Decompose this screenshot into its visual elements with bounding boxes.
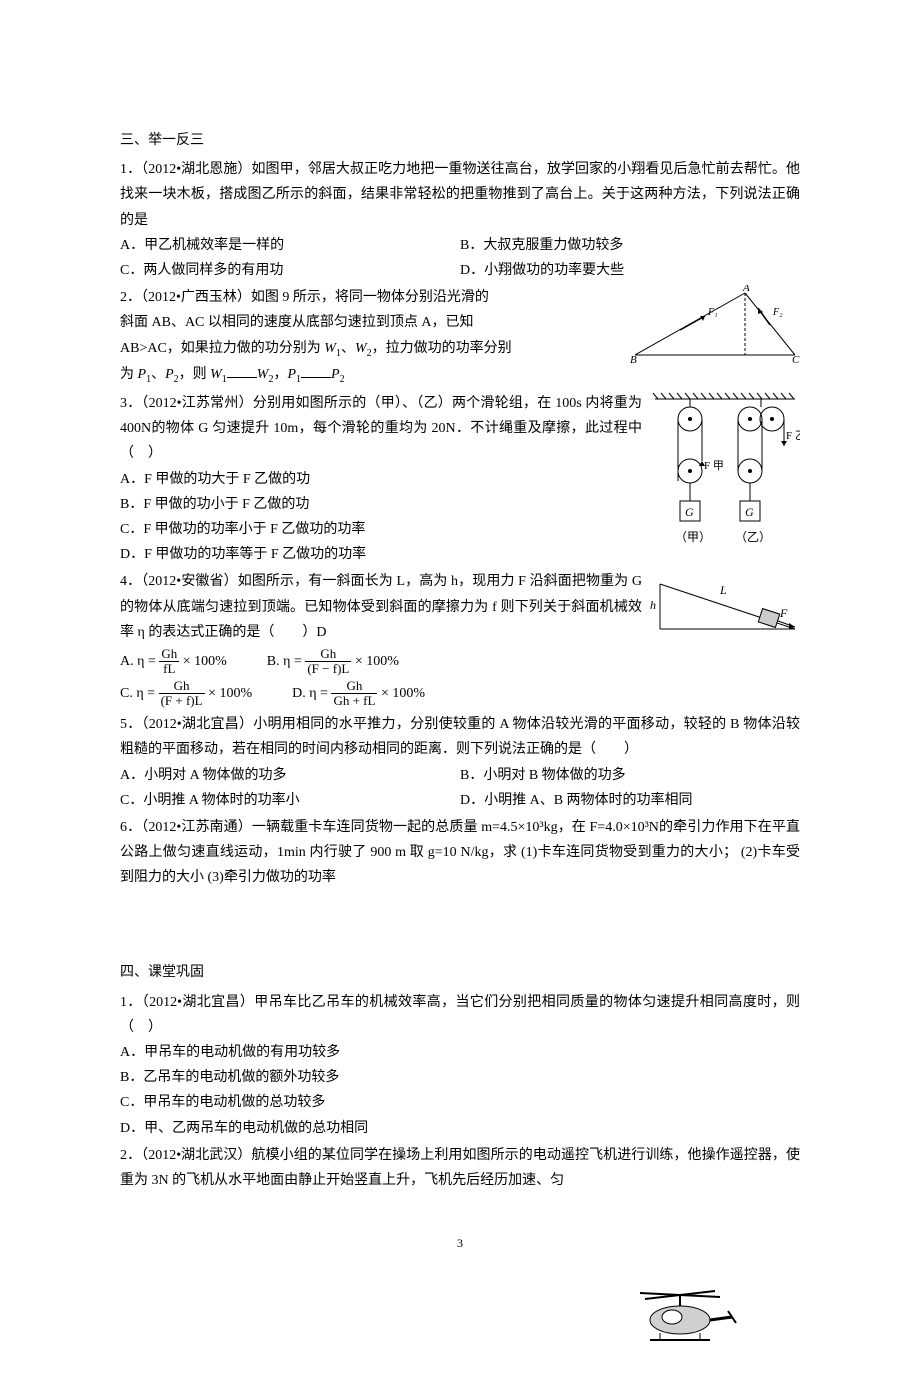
- svg-text:F 乙: F 乙: [786, 429, 800, 442]
- q3-1-options: A．甲乙机械效率是一样的 B．大叔克服重力做功较多 C．两人做同样多的有用功 D…: [120, 233, 800, 283]
- q4-1-stem: 1．（2012•湖北宜昌）甲吊车比乙吊车的机械效率高，当它们分别把相同质量的物体…: [120, 990, 800, 1040]
- q3-2-line2: 斜面 AB、AC 以相同的速度从底部匀速拉到顶点 A，已知: [120, 310, 622, 335]
- q3-2-p2b: P: [331, 367, 340, 382]
- q3-4-stem: 4．（2012•安徽省）如图所示，有一斜面长为 L，高为 h，现用力 F 沿斜面…: [120, 569, 642, 645]
- q3-5-optD: D．小明推 A、B 两物体时的功率相同: [460, 788, 800, 813]
- formula-B: B. η = Gh(F − f)L × 100%: [267, 647, 399, 677]
- q3-1-stem: 1．（2012•湖北恩施）如图甲，邻居大叔正吃力地把一重物送往高台，放学回家的小…: [120, 157, 800, 233]
- q3-3-options: A．F 甲做的功大于 F 乙做的功 B．F 甲做的功小于 F 乙做的功 C．F …: [120, 467, 642, 568]
- q3-2-p1: P: [138, 367, 147, 382]
- q3-2-p1b: P: [287, 367, 296, 382]
- q4-1-optA: A．甲吊车的电动机做的有用功较多: [120, 1040, 800, 1065]
- svg-text:（甲）: （甲）: [675, 530, 711, 544]
- q3-2-p2bs: 2: [340, 374, 345, 385]
- q3-2-l4c: ，: [273, 367, 287, 382]
- page-number: 3: [120, 1233, 800, 1255]
- blank-2: [301, 363, 331, 378]
- q3-1: 1．（2012•湖北恩施）如图甲，邻居大叔正吃力地把一重物送往高台，放学回家的小…: [120, 157, 800, 283]
- svg-text:F 甲: F 甲: [704, 460, 724, 472]
- q3-5-optA: A．小明对 A 物体做的功多: [120, 763, 460, 788]
- section-3-header: 三、举一反三: [120, 128, 800, 153]
- triangle-figure: A B C F₁ F₂: [630, 285, 800, 365]
- q3-5-stem: 5．（2012•湖北宜昌）小明用相同的水平推力，分别使较重的 A 物体沿较光滑的…: [120, 712, 800, 762]
- q4-2: 2．（2012•湖北武汉）航模小组的某位同学在操场上利用如图所示的电动遥控飞机进…: [120, 1143, 800, 1193]
- q3-3-optB: B．F 甲做的功小于 F 乙做的功: [120, 492, 642, 517]
- q4-1: 1．（2012•湖北宜昌）甲吊车比乙吊车的机械效率高，当它们分别把相同质量的物体…: [120, 990, 800, 1141]
- spacer: [120, 892, 800, 952]
- q3-2-w1b: W: [210, 367, 222, 382]
- q3-2-line4: 为 P1、P2，则 W1W2，P1P2: [120, 362, 622, 389]
- q3-4: 4．（2012•安徽省）如图所示，有一斜面长为 L，高为 h，现用力 F 沿斜面…: [120, 569, 800, 710]
- helicopter-figure: [620, 1275, 740, 1345]
- pulley-figure: G F 甲 （甲） G F 乙 （乙）: [650, 391, 800, 561]
- q3-2-l4a: 为: [120, 367, 138, 382]
- section-4-header: 四、课堂巩固: [120, 960, 800, 985]
- q3-2-l3a: AB>AC，如果拉力做的功分别为: [120, 341, 324, 356]
- q4-1-optB: B．乙吊车的电动机做的额外功较多: [120, 1065, 800, 1090]
- q3-5: 5．（2012•湖北宜昌）小明用相同的水平推力，分别使较重的 A 物体沿较光滑的…: [120, 712, 800, 813]
- q3-5-optC: C．小明推 A 物体时的功率小: [120, 788, 460, 813]
- q3-6: 6．（2012•江苏南通）一辆载重卡车连同货物一起的总质量 m=4.5×10³k…: [120, 815, 800, 891]
- q3-2-l3b: ，拉力做功的功率分别: [372, 341, 512, 356]
- q3-6-stem: 6．（2012•江苏南通）一辆载重卡车连同货物一起的总质量 m=4.5×10³k…: [120, 815, 800, 891]
- svg-text:C: C: [792, 354, 800, 365]
- q4-1-optD: D．甲、乙两吊车的电动机做的总功相同: [120, 1116, 800, 1141]
- q3-2-p2: P: [165, 367, 174, 382]
- svg-text:B: B: [630, 354, 637, 365]
- incline-figure: L h F: [650, 569, 800, 639]
- q3-2-w2: W: [355, 341, 367, 356]
- q3-3: 3．（2012•江苏常州）分别用如图所示的（甲）、（乙）两个滑轮组，在 100s…: [120, 391, 800, 567]
- q3-2-w1: W: [324, 341, 336, 356]
- q3-4-formulas-row1: A. η = GhfL × 100% B. η = Gh(F − f)L × 1…: [120, 647, 642, 677]
- svg-text:G: G: [685, 505, 694, 519]
- q3-1-optC: C．两人做同样多的有用功: [120, 258, 460, 283]
- formula-A: A. η = GhfL × 100%: [120, 647, 227, 677]
- svg-text:G: G: [745, 505, 754, 519]
- q3-5-optB: B．小明对 B 物体做的功多: [460, 763, 800, 788]
- q3-2: 2．（2012•广西玉林）如图 9 所示，将同一物体分别沿光滑的 斜面 AB、A…: [120, 285, 800, 389]
- q3-2-line1: 2．（2012•广西玉林）如图 9 所示，将同一物体分别沿光滑的: [120, 285, 622, 310]
- formula-C: C. η = Gh(F + f)L × 100%: [120, 679, 252, 709]
- q3-3-optC: C．F 甲做功的功率小于 F 乙做功的功率: [120, 517, 642, 542]
- q3-5-options: A．小明对 A 物体做的功多 B．小明对 B 物体做的功多 C．小明推 A 物体…: [120, 763, 800, 813]
- q3-4-formulas-row2: C. η = Gh(F + f)L × 100% D. η = GhGh + f…: [120, 679, 642, 709]
- q3-2-w2b: W: [257, 367, 269, 382]
- svg-text:F: F: [779, 606, 788, 620]
- q3-2-l4b: ，则: [179, 367, 211, 382]
- svg-text:F₁: F₁: [707, 307, 718, 318]
- q3-2-d2: 、: [151, 367, 165, 382]
- q3-2-line3: AB>AC，如果拉力做的功分别为 W1、W2，拉力做功的功率分别: [120, 336, 622, 363]
- blank-1: [227, 363, 257, 378]
- q3-1-optD: D．小翔做功的功率要大些: [460, 258, 800, 283]
- svg-text:F₂: F₂: [772, 307, 783, 318]
- svg-text:（乙）: （乙）: [735, 530, 771, 544]
- q3-3-stem: 3．（2012•江苏常州）分别用如图所示的（甲）、（乙）两个滑轮组，在 100s…: [120, 391, 642, 467]
- q3-3-optD: D．F 甲做功的功率等于 F 乙做功的功率: [120, 542, 642, 567]
- svg-text:L: L: [719, 583, 727, 597]
- q4-1-optC: C．甲吊车的电动机做的总功较多: [120, 1090, 800, 1115]
- q4-2-stem: 2．（2012•湖北武汉）航模小组的某位同学在操场上利用如图所示的电动遥控飞机进…: [120, 1143, 800, 1193]
- q3-1-optB: B．大叔克服重力做功较多: [460, 233, 800, 258]
- q4-1-options: A．甲吊车的电动机做的有用功较多 B．乙吊车的电动机做的额外功较多 C．甲吊车的…: [120, 1040, 800, 1141]
- formula-D: D. η = GhGh + fL × 100%: [292, 679, 425, 709]
- svg-text:h: h: [650, 598, 656, 612]
- q3-1-optA: A．甲乙机械效率是一样的: [120, 233, 460, 258]
- svg-text:A: A: [742, 285, 750, 294]
- q3-3-optA: A．F 甲做的功大于 F 乙做的功: [120, 467, 642, 492]
- q3-2-d1: 、: [341, 341, 355, 356]
